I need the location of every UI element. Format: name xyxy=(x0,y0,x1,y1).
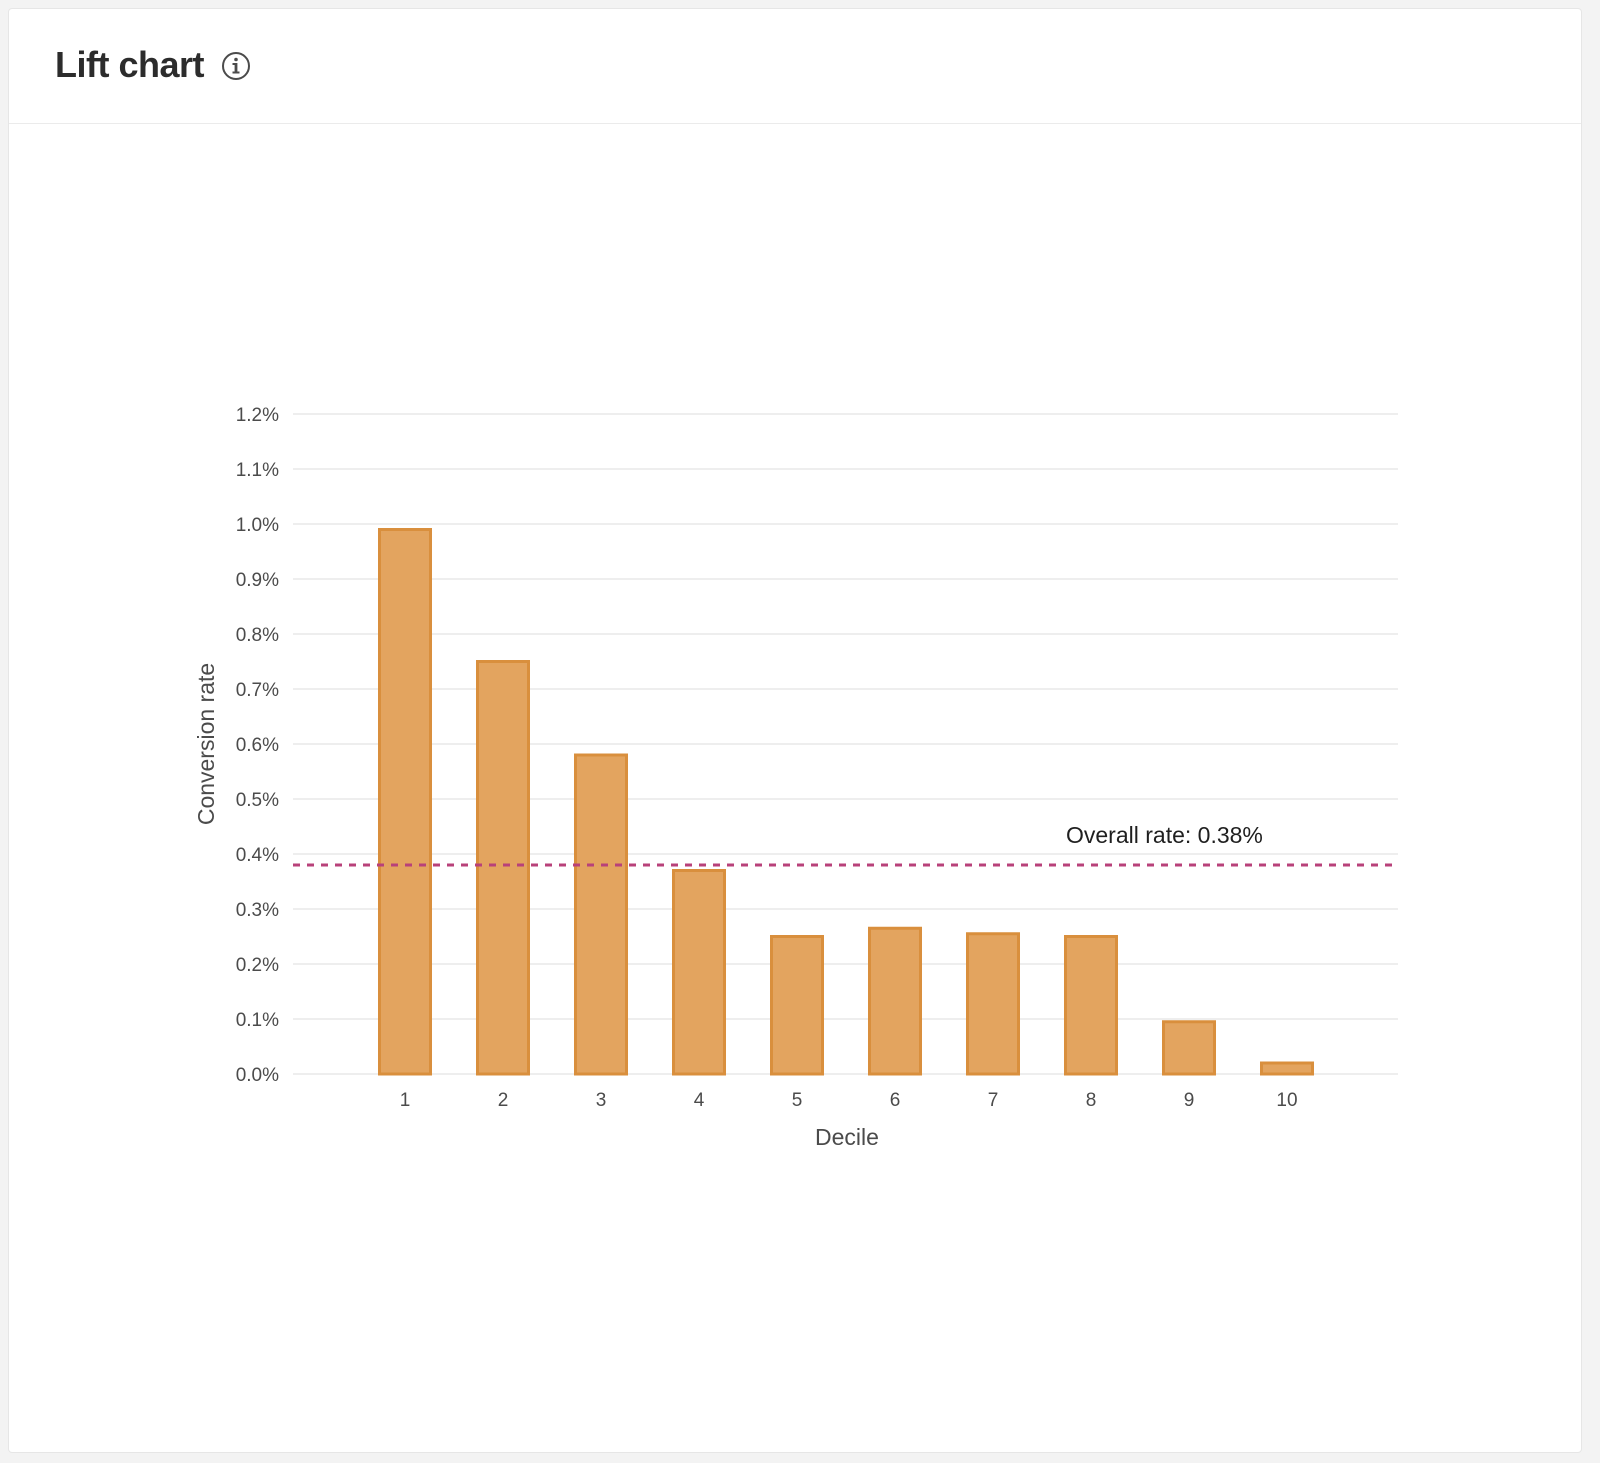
y-tick-label: 0.7% xyxy=(236,680,279,701)
x-axis-title: Decile xyxy=(815,1124,879,1150)
overall-rate-label: Overall rate: 0.38% xyxy=(1066,822,1263,848)
bar-decile-2[interactable] xyxy=(476,660,530,1076)
bar-decile-6[interactable] xyxy=(868,926,922,1076)
y-tick-label: 0.8% xyxy=(236,625,279,646)
bar-decile-8[interactable] xyxy=(1064,935,1118,1076)
y-axis-title: Conversion rate xyxy=(193,663,219,825)
gridlines xyxy=(293,413,1398,1075)
bar-decile-10[interactable] xyxy=(1260,1061,1314,1076)
x-tick-label: 6 xyxy=(890,1090,901,1111)
bar-decile-4[interactable] xyxy=(672,869,726,1076)
y-tick-label: 1.1% xyxy=(236,460,279,481)
y-tick-label: 0.2% xyxy=(236,955,279,976)
x-tick-label: 5 xyxy=(792,1090,803,1111)
x-tick-label: 1 xyxy=(400,1090,411,1111)
card-header: Lift chart xyxy=(9,9,1581,124)
x-tick-label: 10 xyxy=(1276,1090,1297,1111)
x-tick-label: 8 xyxy=(1086,1090,1097,1111)
y-tick-label: 0.3% xyxy=(236,900,279,921)
x-tick-label: 2 xyxy=(498,1090,509,1111)
y-tick-label: 1.2% xyxy=(236,405,279,426)
x-tick-label: 9 xyxy=(1184,1090,1195,1111)
info-icon[interactable] xyxy=(221,51,251,81)
y-tick-label: 0.4% xyxy=(236,845,279,866)
y-tick-label: 0.9% xyxy=(236,570,279,591)
bars xyxy=(378,528,1314,1076)
bar-decile-1[interactable] xyxy=(378,528,432,1076)
x-tick-label: 3 xyxy=(596,1090,607,1111)
y-axis-ticks: 0.0% 0.1% 0.2% 0.3% 0.4% 0.5% 0.6% 0.7% 0.8% 0.9%… xyxy=(236,405,279,1086)
y-tick-label: 0.5% xyxy=(236,790,279,811)
bar-decile-9[interactable] xyxy=(1162,1020,1216,1076)
y-tick-label: 0.0% xyxy=(236,1065,279,1086)
bar-decile-3[interactable] xyxy=(574,753,628,1076)
card-title: Lift chart xyxy=(55,44,205,85)
bar-decile-5[interactable] xyxy=(770,935,824,1076)
x-tick-label: 7 xyxy=(988,1090,999,1111)
bar-decile-7[interactable] xyxy=(966,932,1020,1076)
x-tick-label: 4 xyxy=(694,1090,705,1111)
y-tick-label: 0.6% xyxy=(236,735,279,756)
lift-chart-card: Lift chart xyxy=(8,8,1582,1453)
y-tick-label: 1.0% xyxy=(236,515,279,536)
x-axis-ticks: 1 2 3 4 5 6 7 8 9 10 xyxy=(400,1090,1298,1111)
y-tick-label: 0.1% xyxy=(236,1010,279,1031)
